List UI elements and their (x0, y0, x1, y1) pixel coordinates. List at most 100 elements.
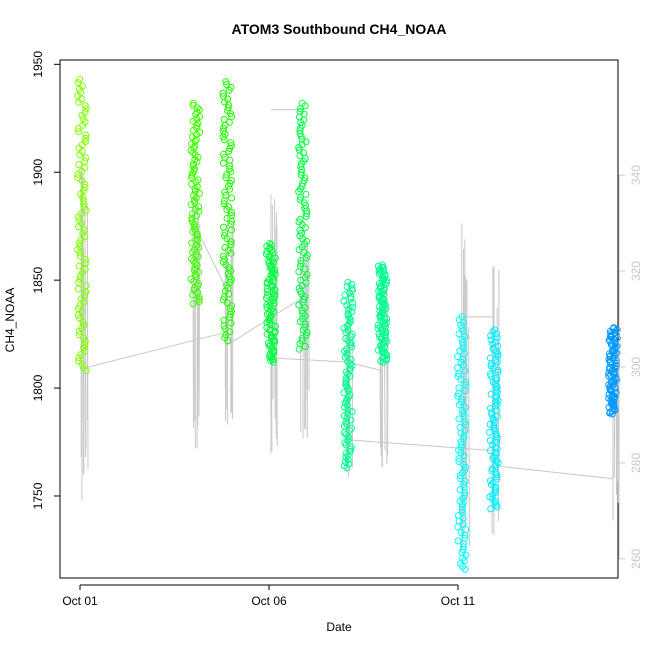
data-point (191, 187, 199, 195)
data-point (302, 190, 310, 198)
data-point (194, 176, 202, 184)
data-point (348, 424, 355, 432)
data-point (227, 238, 235, 246)
data-point (348, 408, 356, 416)
data-point (78, 111, 86, 119)
x-axis-label: Date (326, 620, 352, 634)
data-point (342, 378, 350, 386)
data-point (189, 257, 197, 265)
data-point (74, 174, 82, 182)
data-point (461, 531, 469, 539)
y-tick-label: 1750 (31, 482, 45, 509)
data-point (270, 358, 278, 366)
data-point (191, 138, 199, 145)
data-point (340, 324, 348, 332)
y2-tick-label: 300 (629, 357, 643, 377)
data-point (379, 358, 387, 366)
data-point (375, 267, 383, 274)
data-point (349, 303, 356, 311)
data-point (301, 174, 309, 182)
point-cluster-9 (605, 324, 621, 418)
data-point (383, 276, 391, 284)
data-point (190, 221, 198, 229)
data-point (494, 350, 502, 358)
data-point (193, 104, 201, 112)
data-point (297, 193, 304, 201)
data-point (82, 288, 90, 296)
data-point (270, 337, 278, 345)
data-point (342, 454, 350, 461)
data-point (75, 328, 83, 335)
data-point (190, 266, 198, 274)
data-point (75, 98, 82, 106)
point-cluster-0 (74, 75, 90, 375)
data-point (76, 252, 84, 260)
data-point (340, 297, 348, 305)
data-point (81, 180, 89, 188)
data-point (190, 284, 198, 292)
data-point (80, 344, 88, 352)
data-point (75, 144, 83, 152)
data-point (228, 113, 236, 120)
data-point (82, 367, 90, 375)
data-point (493, 435, 501, 442)
data-point (82, 206, 90, 214)
y2-tick-label: 280 (629, 453, 643, 473)
data-point (455, 330, 463, 338)
data-point (489, 328, 497, 336)
data-point (606, 386, 614, 394)
data-point (487, 332, 495, 340)
data-point (74, 170, 82, 178)
data-point (271, 254, 279, 262)
data-point (347, 295, 355, 303)
data-point (340, 389, 348, 397)
data-point (346, 364, 354, 372)
data-point (344, 322, 352, 330)
data-point (456, 472, 464, 480)
data-point (219, 89, 227, 97)
connector-line-6 (348, 439, 494, 452)
data-point (226, 310, 234, 318)
data-point (344, 410, 352, 418)
data-point (611, 340, 619, 348)
data-point (494, 412, 501, 420)
data-point (191, 198, 199, 206)
data-point (76, 272, 84, 280)
spike-line (306, 242, 309, 439)
data-point (267, 281, 275, 289)
data-point (298, 307, 306, 314)
data-point (220, 223, 227, 231)
data-point (189, 248, 197, 256)
data-point (76, 275, 84, 283)
secondary-spikes (80, 165, 620, 550)
data-point (193, 158, 201, 166)
data-point (79, 318, 87, 326)
data-point (345, 460, 353, 468)
data-point (81, 337, 89, 345)
data-point (348, 362, 356, 370)
data-point (222, 174, 230, 182)
data-point (455, 455, 463, 463)
data-point (82, 154, 90, 162)
data-point (228, 226, 235, 234)
data-point (454, 364, 461, 372)
data-point (488, 441, 496, 448)
data-point (220, 136, 228, 144)
data-point (302, 213, 310, 220)
y-axis: 1750 1800 1850 1900 1950 (31, 51, 61, 509)
data-point (269, 289, 277, 297)
data-point (455, 370, 463, 378)
spike-line (224, 253, 227, 422)
data-point (383, 352, 391, 360)
data-point (82, 259, 90, 267)
y-tick-label: 1950 (31, 51, 45, 78)
data-point (187, 147, 195, 154)
data-point (188, 171, 196, 179)
data-point (75, 128, 83, 136)
data-point (343, 420, 351, 428)
data-point (493, 475, 501, 483)
y-axis-label: CH4_NOAA (3, 288, 17, 353)
spike-line (468, 326, 470, 547)
data-point (222, 78, 230, 86)
data-point (190, 126, 197, 134)
